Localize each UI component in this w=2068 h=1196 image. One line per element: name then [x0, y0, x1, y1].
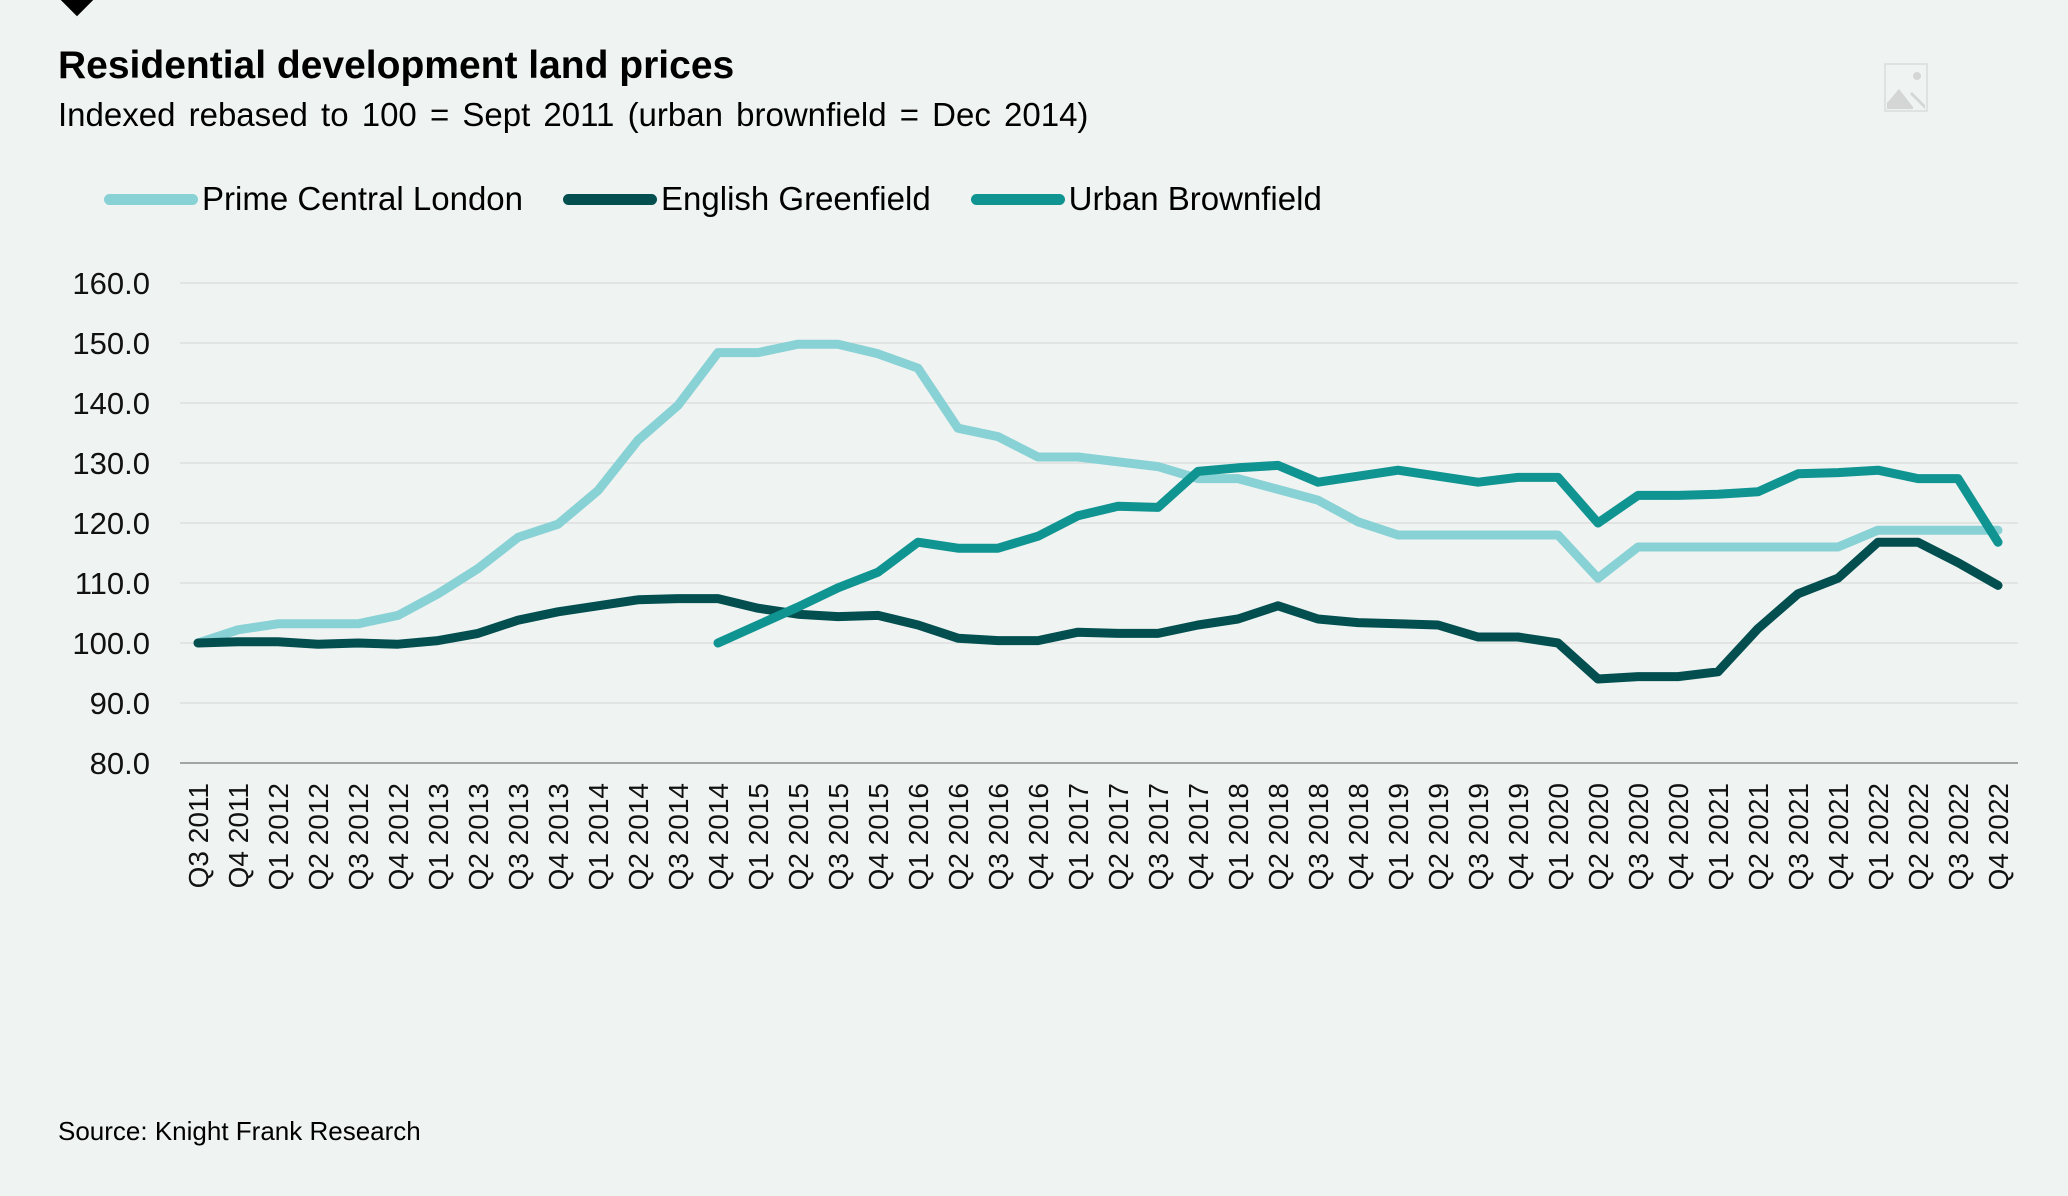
- chart-title: Residential development land prices: [58, 44, 735, 87]
- x-tick-label: Q4 2017: [1183, 783, 1214, 890]
- x-tick-label: Q3 2012: [343, 783, 374, 890]
- x-tick-label: Q2 2016: [943, 783, 974, 890]
- x-tick-label: Q4 2014: [703, 783, 734, 890]
- y-tick-label: 80.0: [90, 746, 150, 781]
- x-tick-label: Q3 2018: [1303, 783, 1334, 890]
- x-tick-label: Q1 2019: [1383, 783, 1414, 890]
- series-lines: [193, 339, 2003, 684]
- legend-item-urban-brownfield[interactable]: Urban Brownfield: [970, 180, 1322, 218]
- x-tick-label: Q1 2016: [903, 783, 934, 890]
- chart-subtitle: Indexed rebased to 100 = Sept 2011 (urba…: [58, 96, 1089, 133]
- x-tick-label: Q3 2016: [983, 783, 1014, 890]
- x-tick-label: Q2 2018: [1263, 783, 1294, 890]
- x-tick-label: Q4 2015: [863, 783, 894, 890]
- x-tick-label: Q2 2017: [1103, 783, 1134, 890]
- x-tick-label: Q1 2017: [1063, 783, 1094, 890]
- x-tick-label: Q1 2021: [1703, 783, 1734, 890]
- y-tick-label: 110.0: [75, 566, 150, 601]
- x-tick-label: Q4 2020: [1663, 783, 1694, 890]
- x-tick-label: Q2 2014: [623, 783, 654, 890]
- y-tick-label: 150.0: [72, 326, 150, 361]
- legend-label: English Greenfield: [661, 180, 931, 217]
- x-tick-label: Q4 2016: [1023, 783, 1054, 890]
- y-tick-label: 160.0: [72, 266, 150, 301]
- x-tick-label: Q4 2012: [383, 783, 414, 890]
- x-tick-label: Q1 2014: [583, 783, 614, 890]
- x-tick-label: Q2 2019: [1423, 783, 1454, 890]
- x-tick-label: Q3 2015: [823, 783, 854, 890]
- x-tick-label: Q3 2017: [1143, 783, 1174, 890]
- legend-item-english-greenfield[interactable]: English Greenfield: [563, 180, 931, 218]
- x-tick-label: Q2 2021: [1743, 783, 1774, 890]
- y-axis: 80.0 90.0 100.0 110.0 120.0 130.0 140.0 150.0 16…: [72, 266, 150, 781]
- x-tick-label: Q2 2012: [303, 783, 334, 890]
- x-tick-label: Q2 2013: [463, 783, 494, 890]
- series-line-english-greenfield: [193, 537, 2003, 684]
- x-tick-label: Q3 2022: [1943, 783, 1974, 890]
- x-tick-label: Q3 2019: [1463, 783, 1494, 890]
- x-tick-label: Q4 2019: [1503, 783, 1534, 890]
- legend-item-prime-central-london[interactable]: Prime Central London: [104, 180, 523, 218]
- legend-swatch: [970, 193, 1065, 205]
- x-tick-label: Q4 2011: [223, 783, 254, 888]
- y-tick-label: 90.0: [90, 686, 150, 721]
- x-tick-label: Q3 2014: [663, 783, 694, 890]
- legend-swatch: [104, 193, 198, 205]
- x-tick-label: Q1 2012: [263, 783, 294, 890]
- x-tick-label: Q4 2022: [1983, 783, 2014, 890]
- source-note: Source: Knight Frank Research: [58, 1116, 421, 1146]
- x-tick-label: Q3 2020: [1623, 783, 1654, 890]
- x-tick-label: Q1 2018: [1223, 783, 1254, 890]
- series-line-prime-central-london: [193, 339, 2003, 648]
- y-tick-label: 100.0: [72, 626, 150, 661]
- gridlines: [180, 282, 2018, 764]
- x-axis: Q3 2011 Q4 2011 Q1 2012 Q2 2012 Q3 2012 Q4 20…: [183, 783, 2014, 890]
- x-tick-label: Q3 2011: [183, 783, 214, 888]
- y-tick-label: 130.0: [72, 446, 150, 481]
- legend-label: Urban Brownfield: [1068, 180, 1322, 217]
- y-tick-label: 120.0: [72, 506, 150, 541]
- x-tick-label: Q1 2022: [1863, 783, 1894, 890]
- x-tick-label: Q2 2020: [1583, 783, 1614, 890]
- x-tick-label: Q4 2013: [543, 783, 574, 890]
- x-tick-label: Q2 2015: [783, 783, 814, 890]
- image-placeholder-icon: [1884, 63, 1928, 112]
- x-tick-label: Q3 2013: [503, 783, 534, 890]
- legend-swatch: [563, 193, 658, 205]
- x-tick-label: Q4 2021: [1823, 783, 1854, 890]
- x-tick-label: Q1 2020: [1543, 783, 1574, 890]
- x-tick-label: Q1 2015: [743, 783, 774, 890]
- series-line-urban-brownfield: [713, 460, 2003, 648]
- legend-label: Prime Central London: [202, 180, 524, 217]
- x-tick-label: Q1 2013: [423, 783, 454, 890]
- x-tick-label: Q3 2021: [1783, 783, 1814, 890]
- x-tick-label: Q2 2022: [1903, 783, 1934, 890]
- chart-legend: Prime Central London English Greenfield …: [104, 180, 1362, 218]
- y-tick-label: 140.0: [72, 386, 150, 421]
- x-tick-label: Q4 2018: [1343, 783, 1374, 890]
